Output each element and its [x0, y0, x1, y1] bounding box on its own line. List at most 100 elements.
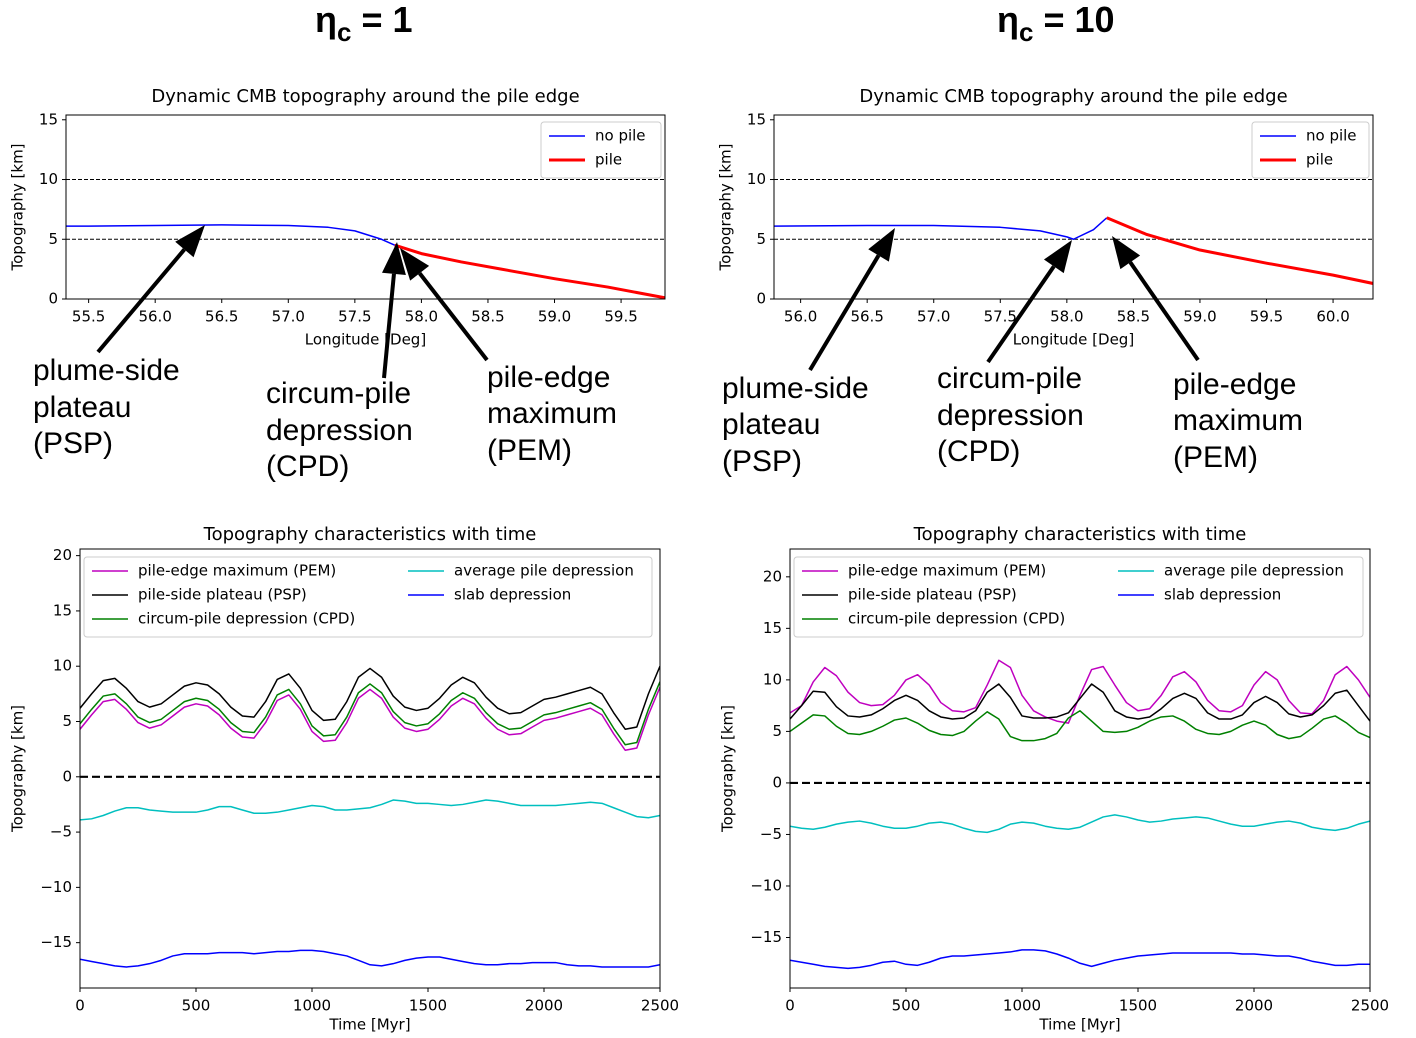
annotation-text: maximum: [487, 397, 617, 430]
x-axis-label: Longitude [Deg]: [1013, 331, 1134, 349]
x-tick-label: 0: [785, 997, 795, 1015]
y-tick-label: −10: [40, 878, 72, 896]
arrow-shaft: [96, 248, 186, 354]
y-tick-label: 0: [62, 767, 72, 785]
legend-label: slab depression: [1164, 586, 1281, 604]
y-axis-label: Topography [km]: [9, 143, 27, 271]
y-tick-label: 5: [62, 712, 72, 730]
x-tick-label: 56.5: [850, 308, 883, 326]
x-tick-label: 59.5: [604, 308, 637, 326]
plot-frame: [65, 114, 666, 300]
data-line: [790, 949, 1370, 970]
chart-title: Dynamic CMB topography around the pile e…: [859, 86, 1287, 107]
y-tick-label: 15: [39, 110, 58, 128]
y-tick-label: 0: [48, 290, 58, 308]
arrow-shaft: [808, 254, 881, 372]
x-axis-label: Longitude [Deg]: [305, 331, 426, 349]
arrow-head: [400, 248, 430, 281]
arrow-shaft: [1128, 261, 1200, 362]
y-tick-label: 10: [747, 170, 766, 188]
y-tick-label: 15: [763, 619, 782, 637]
y-tick-label: 20: [763, 567, 782, 585]
chart-title: Topography characteristics with time: [913, 524, 1247, 545]
header-subscript: c: [1019, 17, 1033, 47]
annotation-text: circum-pile: [937, 362, 1082, 395]
x-tick-label: 58.5: [471, 308, 504, 326]
x-tick-label: 56.0: [138, 308, 171, 326]
legend-label: circum-pile depression (CPD): [848, 610, 1065, 628]
annotation-text: pile-edge: [487, 361, 610, 394]
header-subscript: c: [337, 17, 351, 47]
chart-title: Topography characteristics with time: [203, 524, 537, 545]
legend-label: slab depression: [454, 586, 571, 604]
series-group: [774, 216, 1373, 285]
y-tick-label: 5: [756, 230, 766, 248]
arrow-head: [1112, 236, 1141, 270]
annotation-text: maximum: [1173, 404, 1303, 437]
y-tick-label: −15: [40, 933, 72, 951]
data-line: [1106, 216, 1373, 285]
plot-frame: [773, 114, 1374, 300]
legend-label: no pile: [1306, 127, 1357, 145]
arrow-shaft: [382, 273, 396, 379]
series-group: [790, 659, 1370, 970]
annotation-text: plume-side: [722, 372, 869, 405]
y-tick-label: 0: [772, 773, 782, 791]
x-tick-label: 2500: [1351, 997, 1389, 1015]
legend-label: pile: [595, 151, 622, 169]
x-tick-label: 56.0: [784, 308, 817, 326]
annotation-text: plume-side: [33, 354, 180, 387]
legend-box: [793, 556, 1364, 638]
arrow-head: [1043, 240, 1072, 274]
data-line: [774, 217, 1108, 241]
annotation-text: (PSP): [722, 445, 802, 478]
annotation-text: (PEM): [1173, 441, 1258, 474]
plot-frame: [789, 548, 1371, 989]
y-tick-label: 10: [763, 670, 782, 688]
x-tick-label: 57.5: [984, 308, 1017, 326]
header-text: = 1: [361, 0, 412, 40]
legend-label: pile-edge maximum (PEM): [138, 562, 336, 580]
annotation-text: plateau: [722, 408, 820, 441]
annotation-text: depression: [266, 414, 413, 447]
legend-label: pile-side plateau (PSP): [848, 586, 1017, 604]
data-line: [80, 681, 660, 746]
y-tick-label: 10: [53, 657, 72, 675]
header-symbol: η: [315, 0, 337, 40]
y-tick-label: 0: [756, 290, 766, 308]
legend-label: pile-side plateau (PSP): [138, 586, 307, 604]
legend-label: average pile depression: [454, 562, 634, 580]
x-tick-label: 59.0: [1183, 308, 1216, 326]
y-tick-label: 15: [53, 601, 72, 619]
series-group: [80, 665, 660, 968]
data-line: [80, 665, 660, 730]
series-group: [66, 224, 665, 299]
data-line: [790, 814, 1370, 834]
x-axis-label: Time [Myr]: [1038, 1016, 1120, 1034]
x-tick-label: 59.5: [1250, 308, 1283, 326]
annotation-text: circum-pile: [266, 377, 411, 410]
plot-frame: [79, 548, 661, 989]
data-line: [394, 243, 665, 299]
x-tick-label: 60.0: [1316, 308, 1349, 326]
x-tick-label: 500: [892, 997, 921, 1015]
x-tick-label: 0: [75, 997, 85, 1015]
y-tick-label: 10: [39, 170, 58, 188]
y-tick-label: −5: [760, 825, 782, 843]
x-axis-label: Time [Myr]: [328, 1016, 410, 1034]
arrow-shaft: [418, 272, 489, 362]
x-tick-label: 57.0: [272, 308, 305, 326]
x-tick-label: 2000: [1235, 997, 1273, 1015]
x-tick-label: 55.5: [72, 308, 105, 326]
x-tick-label: 1000: [293, 997, 331, 1015]
annotation-text: pile-edge: [1173, 368, 1296, 401]
y-axis-label: Topography [km]: [717, 143, 735, 271]
legend-label: average pile depression: [1164, 562, 1344, 580]
x-tick-label: 59.0: [538, 308, 571, 326]
x-tick-label: 2000: [525, 997, 563, 1015]
data-line: [790, 659, 1370, 724]
x-tick-label: 1000: [1003, 997, 1041, 1015]
x-tick-label: 58.0: [405, 308, 438, 326]
